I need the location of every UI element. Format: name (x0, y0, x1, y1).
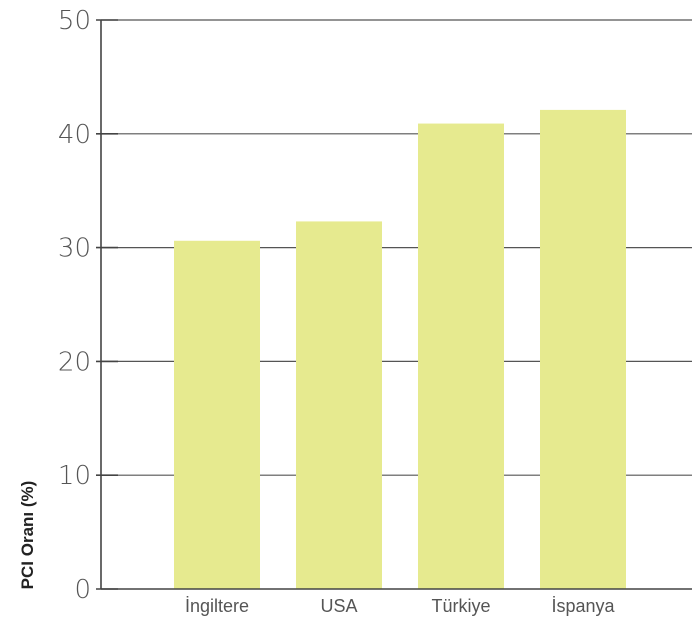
x-tick-label-İngiltere: İngiltere (185, 596, 249, 616)
y-axis-label: PCI Oranı (%) (18, 481, 37, 590)
x-tick-label-USA: USA (320, 596, 357, 616)
bar-Türkiye (418, 123, 504, 590)
y-tick-label-50: 50 (58, 6, 91, 36)
y-tick-label-0: 0 (74, 575, 91, 605)
bar-İspanya (540, 109, 626, 589)
x-tick-label-Türkiye: Türkiye (431, 596, 490, 616)
tick-labels: 0 10 20 30 40 50 İngiltere USA Türkiye İspanya (58, 6, 616, 616)
y-tick-label-40: 40 (58, 120, 91, 150)
y-tick-label-10: 10 (58, 461, 91, 491)
y-tick-label-20: 20 (58, 347, 91, 377)
bar-İngiltere (174, 240, 260, 589)
y-tick-label-30: 30 (58, 234, 91, 264)
x-tick-label-İspanya: İspanya (551, 596, 615, 616)
axes (96, 19, 692, 590)
bar-USA (296, 221, 382, 589)
bars (174, 109, 626, 590)
